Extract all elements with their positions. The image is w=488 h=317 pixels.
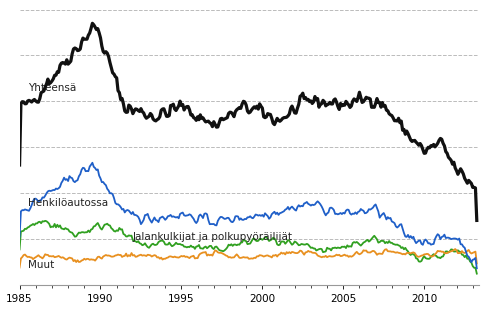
- Text: Yhteensä: Yhteensä: [28, 83, 76, 93]
- Text: Muut: Muut: [28, 260, 54, 270]
- Text: Jalankulkijat ja polkupyöräilijät: Jalankulkijat ja polkupyöräilijät: [133, 232, 292, 242]
- Text: Henkilöautossa: Henkilöautossa: [28, 198, 107, 209]
